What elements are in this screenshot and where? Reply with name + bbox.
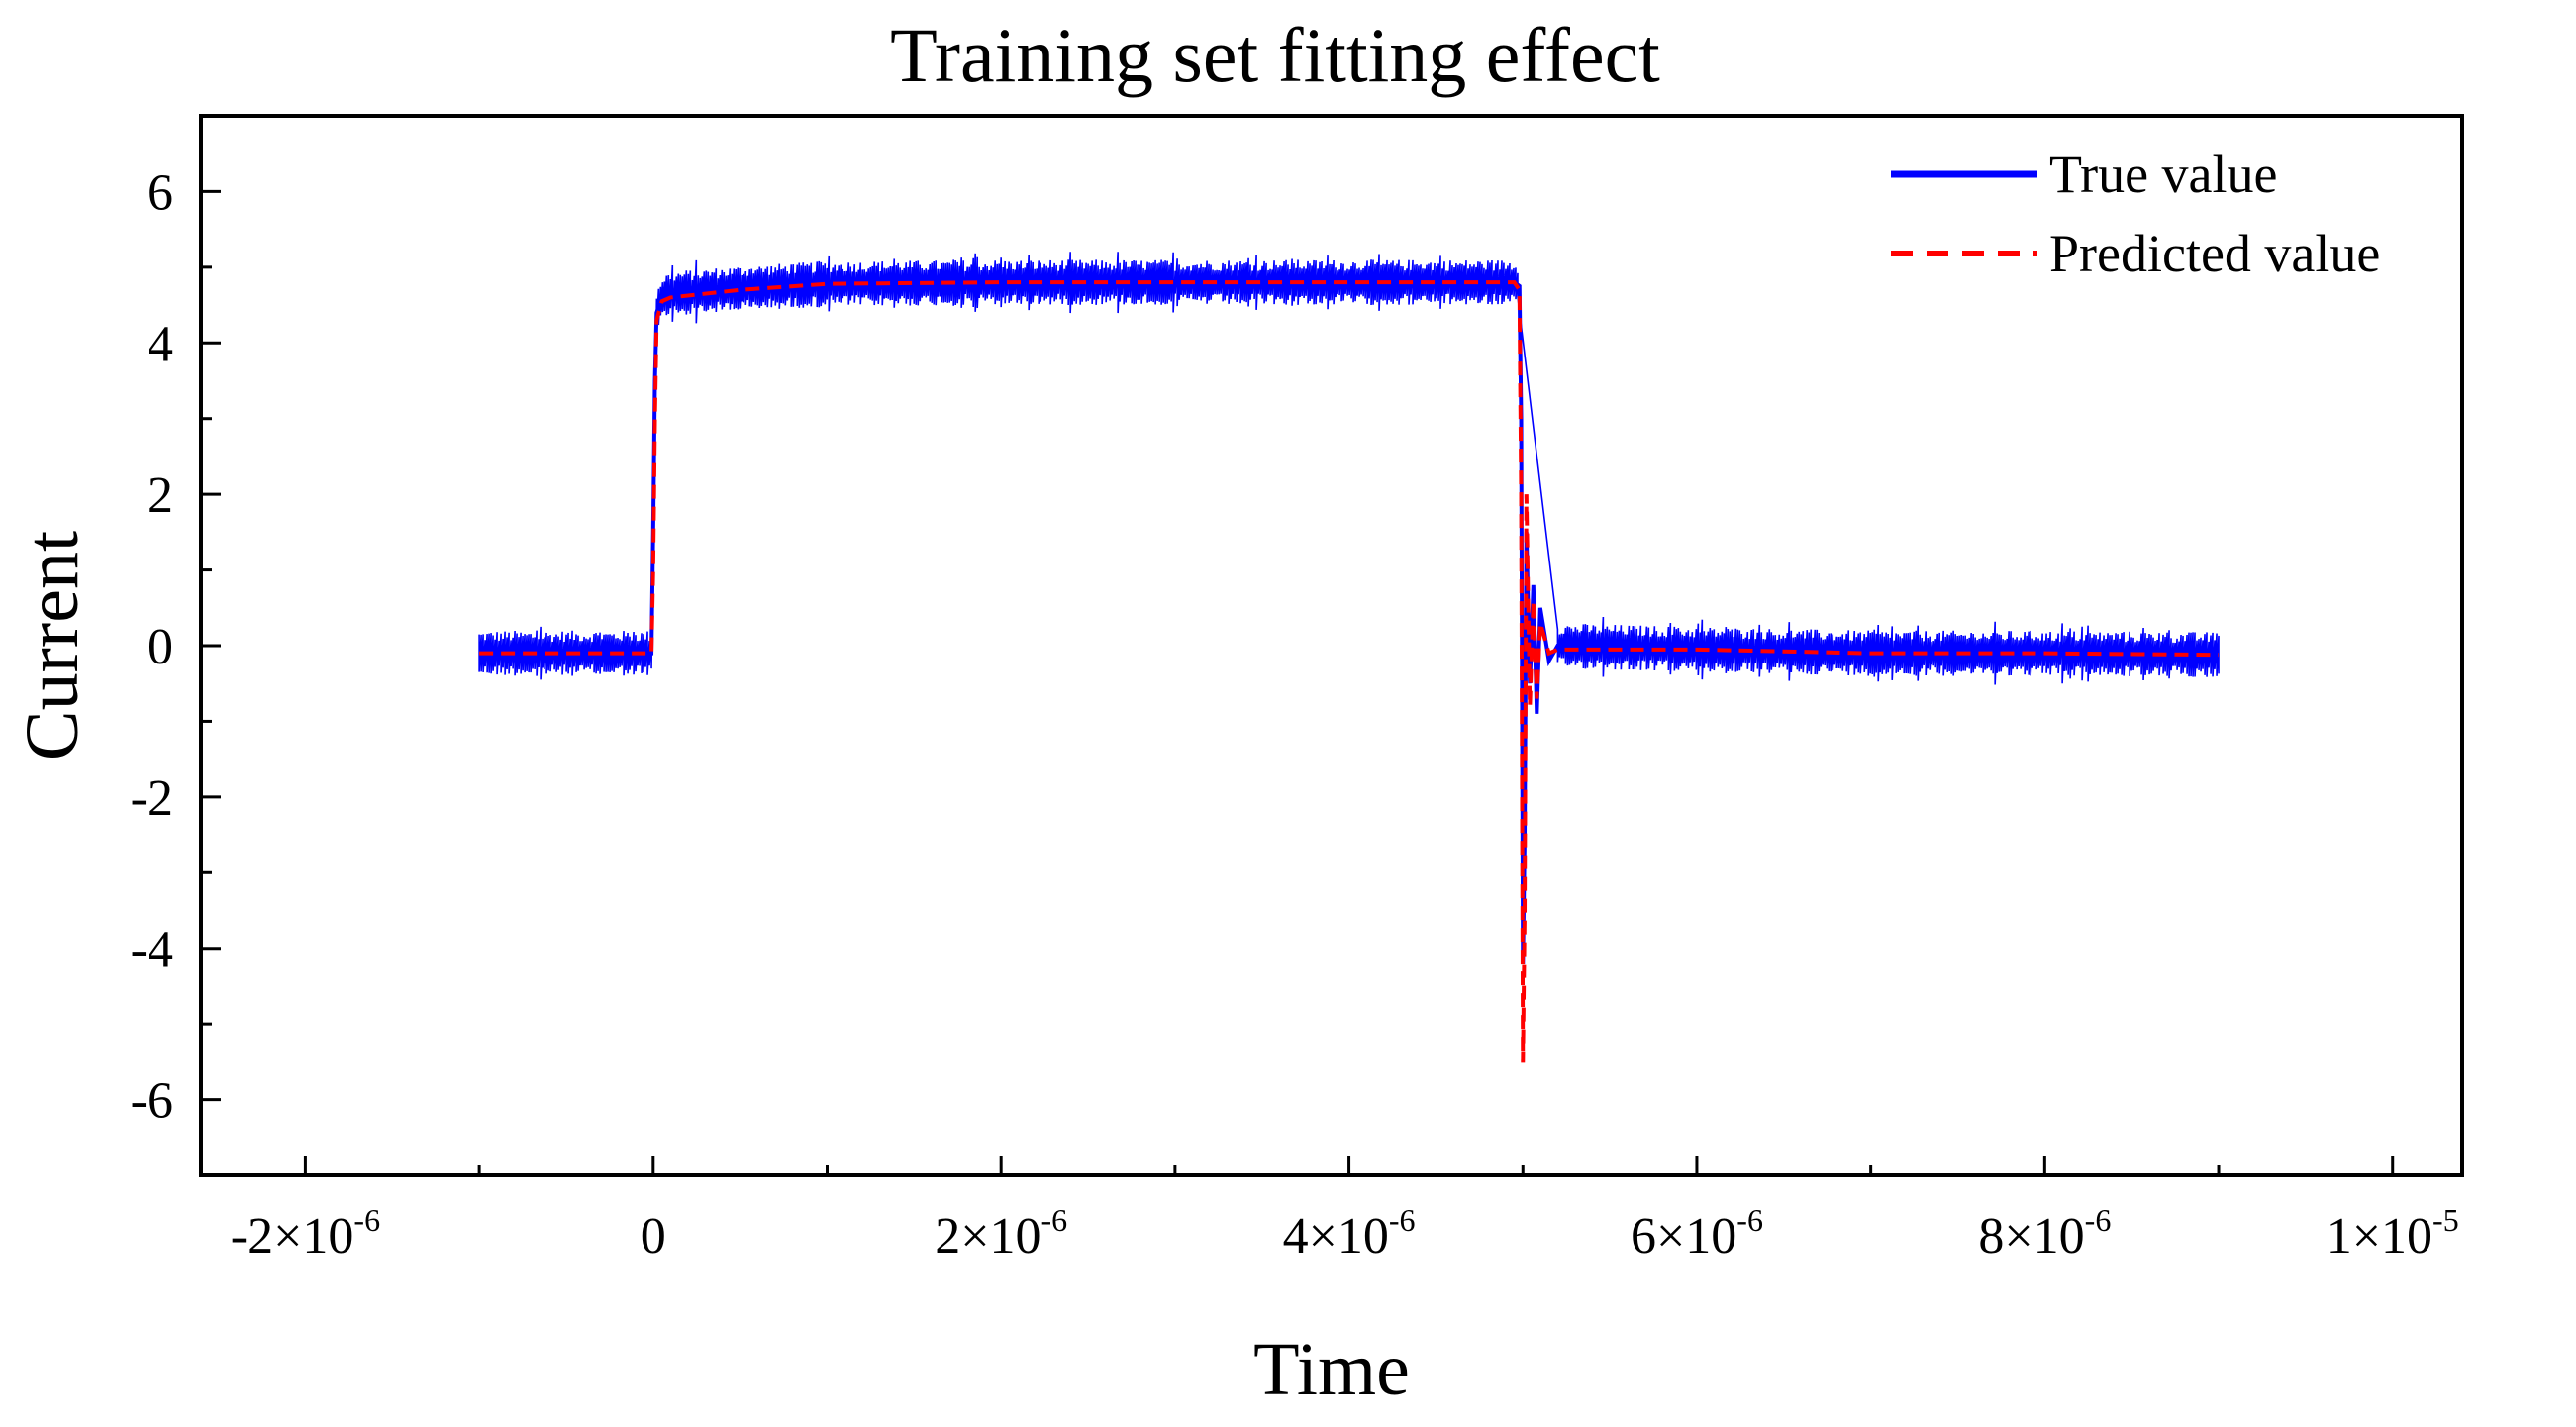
legend-label-true-value: True value xyxy=(2049,145,2277,204)
x-axis: -2×10-6 0 2×10-6 4×10-6 6×10-6 8×10-6 1×10-5 xyxy=(231,1156,2459,1265)
y-axis: 6 4 2 0 -2 -4 -6 xyxy=(131,114,221,1177)
x-tick-label: 1×10-5 xyxy=(2327,1202,2459,1265)
y-tick-label: 2 xyxy=(148,467,173,524)
legend: True value Predicted value xyxy=(1891,145,2380,283)
series-true-value-noise xyxy=(478,252,2220,685)
x-tick-label: 4×10-6 xyxy=(1283,1202,1416,1265)
x-tick-label: 2×10-6 xyxy=(935,1202,1067,1265)
y-tick-label: 0 xyxy=(148,619,173,675)
y-tick-label: -2 xyxy=(131,770,173,827)
y-axis-title: Current xyxy=(11,531,94,761)
chart-title: Training set fitting effect xyxy=(890,12,1660,98)
x-tick-label: 6×10-6 xyxy=(1631,1202,1763,1265)
x-tick-label: 8×10-6 xyxy=(1978,1202,2111,1265)
y-tick-label: 4 xyxy=(148,316,173,372)
x-axis-title: Time xyxy=(1253,1328,1410,1411)
series-true-value-line xyxy=(479,280,2220,965)
y-tick-label: -4 xyxy=(131,922,173,978)
series-predicted-value-line xyxy=(479,280,2220,1063)
y-tick-label: -6 xyxy=(131,1073,173,1130)
x-tick-label: 0 xyxy=(641,1208,666,1265)
legend-label-predicted-value: Predicted value xyxy=(2049,224,2380,283)
y-tick-label: 6 xyxy=(148,164,173,221)
plot-area xyxy=(478,252,2220,1063)
x-tick-label: -2×10-6 xyxy=(231,1202,380,1265)
